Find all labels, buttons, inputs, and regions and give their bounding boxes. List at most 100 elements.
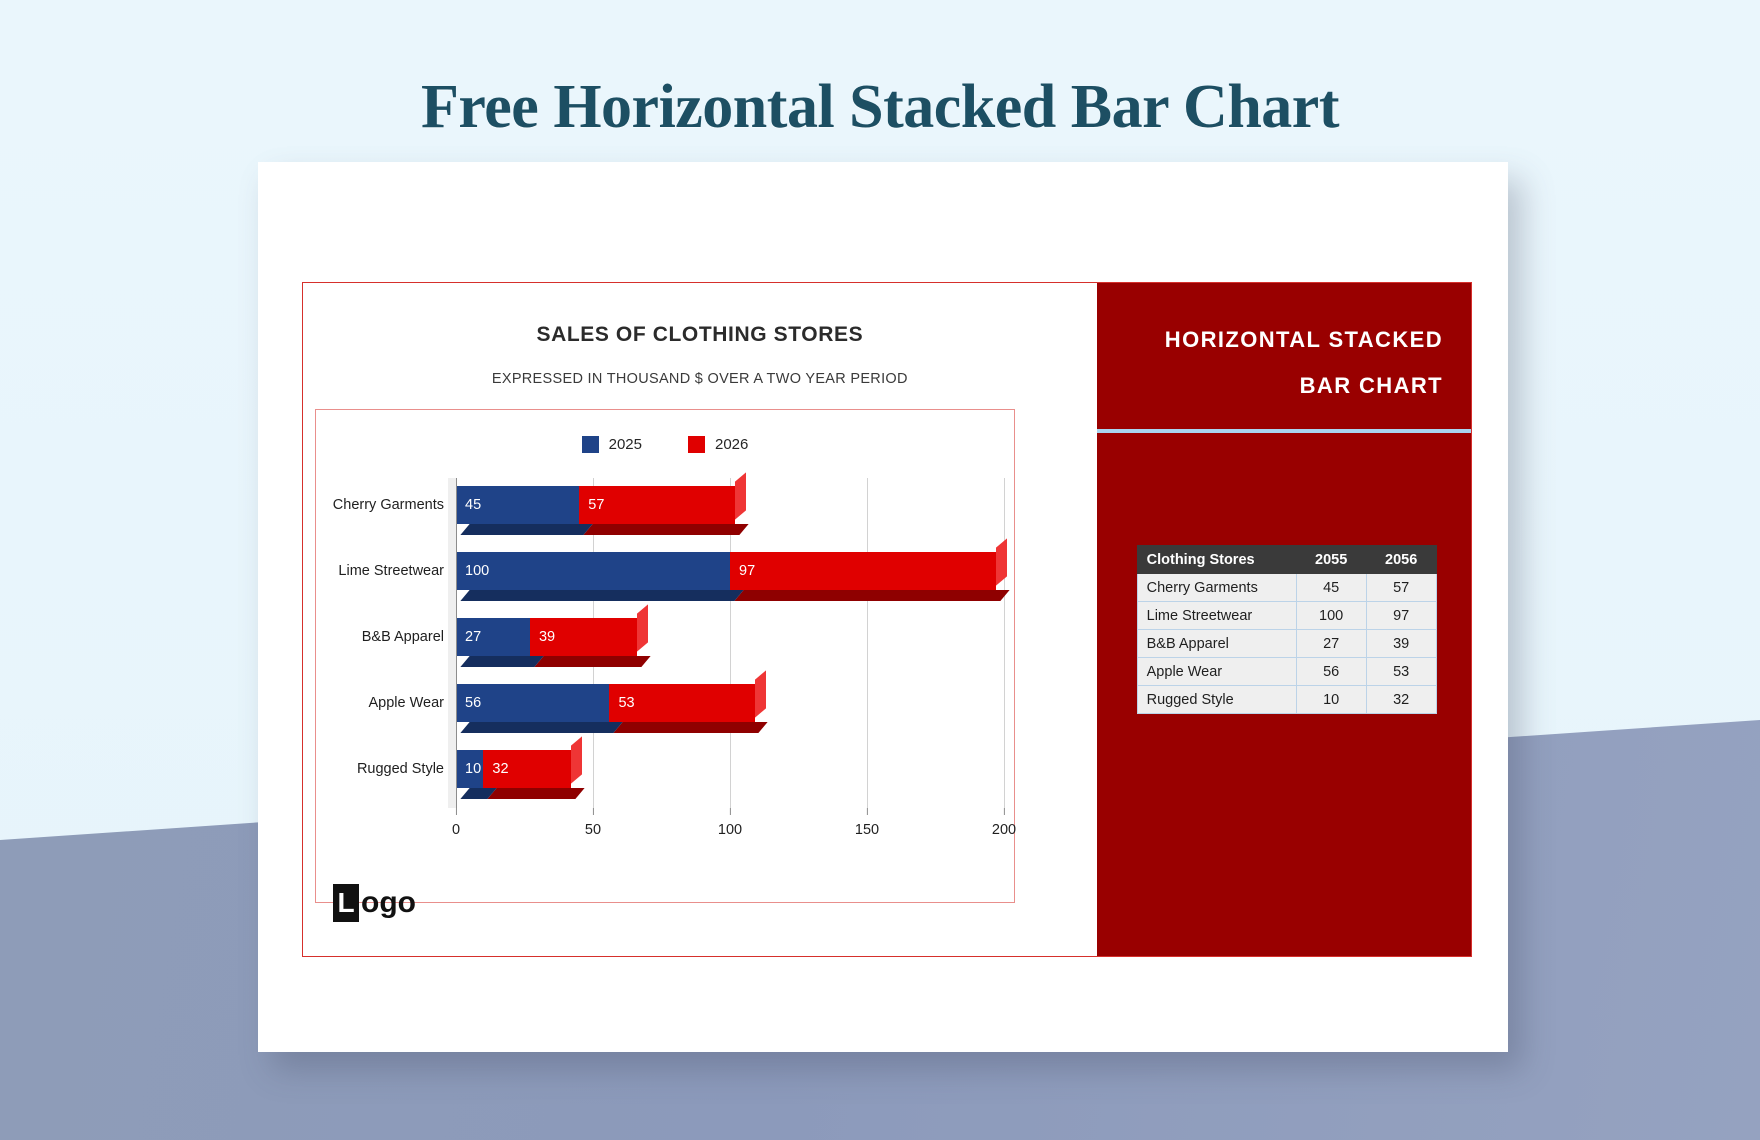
bar-row: Apple Wear 56 53 (369, 670, 1004, 733)
table-header-2056: 2056 (1365, 545, 1437, 574)
x-tick-label: 50 (584, 822, 602, 838)
table-body: Cherry Garments 45 57 Lime Streetwear 100 97 B… (1136, 573, 1437, 714)
bar-segment-2026[interactable]: 32 (483, 736, 585, 799)
x-tick: 0 (452, 808, 460, 838)
x-tick: 150 (855, 808, 879, 838)
panel-heading-line2: BAR CHART (1299, 373, 1443, 398)
logo-text: ogo (361, 886, 416, 919)
table-cell-v1: 27 (1295, 629, 1367, 658)
bar-segment-2025[interactable]: 27 (456, 618, 544, 667)
bar-segment-bottom-face (583, 524, 750, 535)
category-label: Rugged Style (356, 761, 444, 777)
grid-line (730, 478, 731, 808)
chart-panel: SALES OF CLOTHING STORES EXPRESSED IN TH… (303, 283, 1097, 956)
bar-row: B&B Apparel 27 39 (362, 604, 1004, 667)
table-cell-v1: 10 (1295, 685, 1367, 714)
category-label: B&B Apparel (361, 629, 444, 645)
logo[interactable]: L ogo (333, 884, 416, 922)
title-panel: HORIZONTAL STACKED BAR CHART Clothing St… (1096, 283, 1471, 956)
panel-heading-line1: HORIZONTAL STACKED (1164, 327, 1443, 352)
bar-segment-face (456, 552, 730, 590)
bar-segment-2025[interactable]: 100 (456, 552, 744, 601)
legend-item-2026[interactable]: 2026 (688, 436, 748, 453)
table-row: Cherry Garments 45 57 (1136, 573, 1437, 602)
x-tick: 200 (992, 808, 1016, 838)
x-tick-mark (592, 808, 594, 815)
bar-segment-bottom-face (460, 524, 593, 535)
bar-row: Cherry Garments 45 57 (333, 472, 1004, 535)
bar-segment-face (529, 618, 637, 656)
bar-segment-bottom-face (460, 722, 624, 733)
bar-value-label: 97 (739, 563, 756, 579)
bar-row: Lime Streetwear 100 97 (338, 538, 1010, 601)
plot-body: Cherry Garments 45 57 Lime Streetwear 100 97 B… (316, 472, 1016, 874)
logo-mark: L (333, 884, 359, 922)
bar-segment-bottom-face (487, 788, 585, 799)
bar-segment-face (579, 486, 736, 524)
legend-label-2026: 2026 (715, 436, 749, 453)
chart-slide: SALES OF CLOTHING STORES EXPRESSED IN TH… (302, 282, 1472, 957)
x-tick-label: 0 (451, 822, 461, 838)
bar-value-label: 39 (538, 629, 556, 645)
grid-line (1004, 478, 1005, 808)
bar-value-label: 45 (465, 497, 482, 513)
value-axis-line (456, 478, 457, 808)
table-cell-name: B&B Apparel (1136, 629, 1297, 658)
bar-segment-side-face (754, 670, 766, 718)
bar-segment-2025[interactable]: 10 (456, 750, 498, 799)
x-tick: 100 (718, 808, 742, 838)
bar-row: Rugged Style 10 32 (357, 736, 1004, 799)
table-cell-v1: 56 (1295, 657, 1367, 686)
data-table: Clothing Stores 2055 2056 Cherry Garment… (1136, 545, 1437, 714)
table-row: Lime Streetwear 100 97 (1136, 601, 1437, 630)
bar-segment-2026[interactable]: 53 (609, 670, 769, 733)
plot-area: Cherry Garments 45 57 Lime Streetwear 100 97 B… (333, 472, 1010, 808)
bar-segment-2026[interactable]: 57 (579, 472, 750, 535)
x-axis-ticks: 0 50 100 150 200 (452, 808, 1016, 848)
bar-segment-side-face (636, 604, 648, 652)
bar-segment-2025[interactable]: 56 (456, 684, 624, 733)
table-header-name: Clothing Stores (1136, 545, 1297, 574)
x-tick-mark (729, 808, 731, 815)
table-row: Rugged Style 10 32 (1136, 685, 1437, 714)
plot-frame: 2025 2026 Cherry Garments 45 57 Lime Street… (315, 409, 1016, 903)
legend-swatch-2025 (581, 436, 599, 453)
bar-segment-2026[interactable]: 97 (730, 538, 1010, 601)
table-cell-name: Rugged Style (1136, 685, 1297, 714)
chart-subtitle: EXPRESSED IN THOUSAND $ OVER A TWO YEAR … (491, 371, 908, 387)
bar-segment-bottom-face (460, 590, 744, 601)
table-cell-name: Lime Streetwear (1136, 601, 1297, 630)
table-cell-v2: 97 (1365, 601, 1437, 630)
panel-heading: HORIZONTAL STACKED BAR CHART (1097, 317, 1471, 409)
bar-segment-bottom-face (460, 656, 544, 667)
table-cell-v2: 53 (1365, 657, 1437, 686)
page-title: Free Horizontal Stacked Bar Chart (421, 73, 1339, 141)
bar-segment-2025[interactable]: 45 (456, 486, 593, 535)
x-tick-label: 150 (854, 822, 880, 838)
bar-segment-face (456, 684, 610, 722)
bar-segment-face (609, 684, 755, 722)
legend-item-2025[interactable]: 2025 (581, 436, 642, 453)
bar-segment-2026[interactable]: 39 (529, 604, 651, 667)
x-tick-mark (866, 808, 868, 815)
bar-value-label: 27 (465, 629, 482, 645)
x-tick-mark (455, 808, 457, 815)
bar-value-label: 57 (588, 497, 605, 513)
bar-segment-face (456, 750, 484, 788)
table-row: Apple Wear 56 53 (1136, 657, 1437, 686)
table-cell-v1: 100 (1295, 601, 1367, 630)
bar-value-label: 100 (465, 563, 490, 579)
table-cell-name: Apple Wear (1136, 657, 1297, 686)
table-header-2055: 2055 (1295, 545, 1367, 574)
x-tick-label: 100 (717, 822, 743, 838)
bar-segment-face (456, 486, 580, 524)
bar-segment-face (483, 750, 572, 788)
category-label: Cherry Garments (332, 497, 444, 513)
category-label: Apple Wear (368, 695, 445, 711)
x-tick: 50 (585, 808, 601, 838)
table-cell-v2: 57 (1365, 573, 1437, 602)
bar-value-label: 32 (492, 761, 509, 777)
bar-segment-face (456, 618, 530, 656)
bar-segment-face (730, 552, 996, 590)
x-tick-label: 200 (991, 822, 1017, 838)
